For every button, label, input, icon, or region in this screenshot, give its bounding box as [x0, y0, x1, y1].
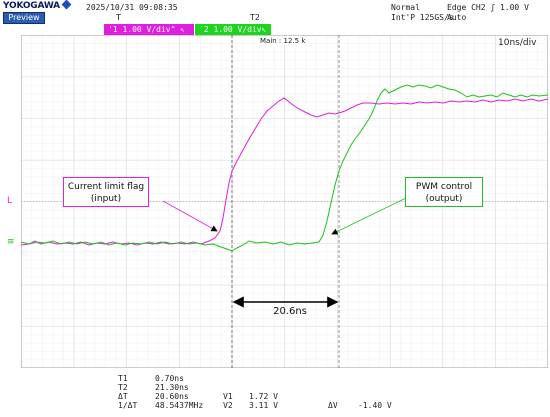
- trigger-setting[interactable]: Edge CH2 ʃ 1.00 V: [447, 3, 529, 12]
- cursor-t2-marker[interactable]: T2: [250, 13, 260, 22]
- v2-value: 3.11 V: [249, 401, 278, 410]
- ch2-waveform: [21, 84, 548, 252]
- ch2-callout-leader: [331, 197, 407, 235]
- main-zoom-readout: Main : 12.5 k: [258, 37, 308, 45]
- preview-tab[interactable]: Preview: [3, 12, 45, 24]
- acquisition-mode[interactable]: Auto: [447, 13, 467, 22]
- trigger-level-marker[interactable]: L: [7, 196, 13, 206]
- dv-value: -1.40 V: [358, 401, 392, 410]
- dv-label: ΔV: [328, 401, 338, 410]
- t1-label: T1: [118, 374, 128, 383]
- brand-diamond-icon: [61, 0, 72, 10]
- dt-label: ΔT: [118, 392, 128, 401]
- t2-value: 21.30ns: [155, 383, 189, 392]
- sample-rate: Int'P 125GS/s: [391, 13, 454, 22]
- dt-value: 20.60ns: [155, 392, 189, 401]
- time-per-div[interactable]: 10ns/div: [498, 38, 537, 48]
- ch-offset-marker[interactable]: ≡: [7, 237, 15, 247]
- ch1-scale-tag[interactable]: '1 1.00 V/div" ↖: [104, 24, 194, 35]
- trigger-status: Normal: [391, 3, 420, 12]
- ch1-callout-text: Current limit flag (input): [67, 182, 145, 204]
- delay-measurement-label: 20.6ns: [273, 306, 307, 317]
- brand-logo: YOKOGAWA: [3, 0, 72, 11]
- status-bar: YOKOGAWA Preview 2025/10/31 09:08:35 T T…: [0, 0, 550, 24]
- inv-dt-value: 48.5437MHz: [155, 401, 204, 410]
- measurement-panel: T1 0.70ns T2 21.30ns ΔT 20.60ns 1/ΔT 48.…: [0, 368, 550, 417]
- ch2-scale-tag[interactable]: ′2 1.00 V/div↖: [195, 24, 271, 35]
- t1-value: 0.70ns: [155, 374, 184, 383]
- inv-dt-label: 1/ΔT: [118, 401, 138, 410]
- ch2-callout: PWM control (output): [405, 177, 483, 207]
- cursor-t1-marker[interactable]: T: [116, 13, 121, 22]
- v1-value: 1.72 V: [249, 392, 278, 401]
- ch1-callout-leader: [162, 200, 218, 232]
- ch2-callout-text: PWM control (output): [415, 182, 473, 204]
- datetime-readout: 2025/10/31 09:08:35: [86, 3, 178, 12]
- t2-label: T2: [118, 383, 128, 392]
- v1-label: V1: [223, 392, 233, 401]
- ch1-callout: Current limit flag (input): [63, 177, 149, 207]
- v2-label: V2: [223, 401, 233, 410]
